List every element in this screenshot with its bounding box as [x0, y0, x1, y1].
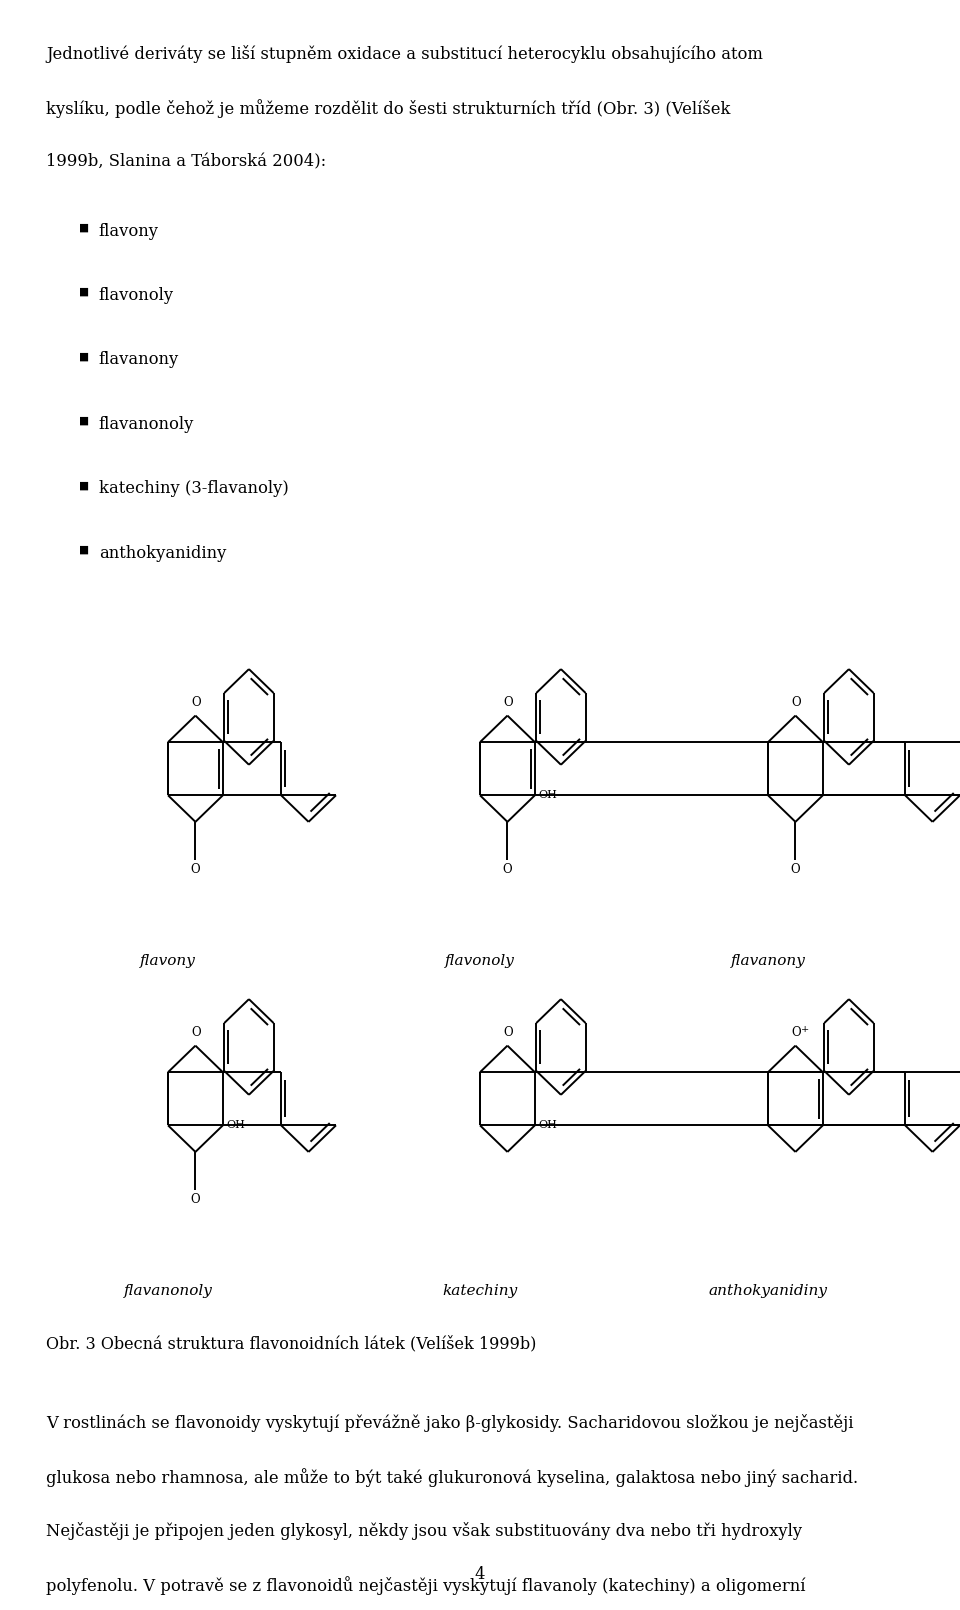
Text: Jednotlivé deriváty se liší stupněm oxidace a substitucí heterocyklu obsahujícíh: Jednotlivé deriváty se liší stupněm oxid… [46, 45, 763, 63]
Text: ■: ■ [80, 544, 89, 554]
Text: ■: ■ [80, 351, 89, 362]
Text: Nejčastěji je připojen jeden glykosyl, někdy jsou však substituovány dva nebo tř: Nejčastěji je připojen jeden glykosyl, n… [46, 1521, 803, 1539]
Text: OH: OH [539, 791, 558, 800]
Text: ■: ■ [80, 480, 89, 489]
Text: polyfenolu. V potravě se z flavonoidů nejčastěji vyskytují flavanoly (katechiny): polyfenolu. V potravě se z flavonoidů ne… [46, 1576, 805, 1596]
Text: flavonoly: flavonoly [445, 953, 515, 968]
Text: flavonoly: flavonoly [99, 287, 174, 304]
Text: 1999b, Slanina a Táborská 2004):: 1999b, Slanina a Táborská 2004): [46, 153, 326, 171]
Text: OH: OH [227, 1121, 246, 1130]
Text: O: O [791, 1026, 801, 1040]
Text: flavanonoly: flavanonoly [124, 1283, 212, 1298]
Text: OH: OH [539, 1121, 558, 1130]
Text: O: O [503, 1026, 513, 1040]
Text: O: O [191, 696, 201, 710]
Text: 4: 4 [475, 1567, 485, 1583]
Text: katechiny (3-flavanoly): katechiny (3-flavanoly) [99, 480, 289, 497]
Text: anthokyanidiny: anthokyanidiny [99, 544, 227, 562]
Text: V rostlinách se flavonoidy vyskytují převážně jako β-glykosidy. Sacharidovou slo: V rostlinách se flavonoidy vyskytují pře… [46, 1414, 853, 1431]
Text: flavony: flavony [140, 953, 196, 968]
Text: O: O [191, 1026, 201, 1040]
Text: flavanony: flavanony [99, 351, 180, 369]
Text: katechiny: katechiny [443, 1283, 517, 1298]
Text: +: + [801, 1026, 808, 1034]
Text: O: O [503, 696, 513, 710]
Text: flavanony: flavanony [731, 953, 805, 968]
Text: O: O [791, 696, 801, 710]
Text: O: O [791, 863, 801, 876]
Text: flavony: flavony [99, 222, 158, 240]
Text: O: O [191, 1193, 201, 1206]
Text: Obr. 3 Obecná struktura flavonoidních látek (Velíšek 1999b): Obr. 3 Obecná struktura flavonoidních lá… [46, 1335, 537, 1352]
Text: glukosa nebo rhamnosa, ale může to být také glukuronová kyselina, galaktosa nebo: glukosa nebo rhamnosa, ale může to být t… [46, 1468, 858, 1488]
Text: O: O [191, 863, 201, 876]
Text: ■: ■ [80, 415, 89, 427]
Text: ■: ■ [80, 287, 89, 298]
Text: kyslíku, podle čehož je můžeme rozdělit do šesti strukturních tříd (Obr. 3) (Vel: kyslíku, podle čehož je můžeme rozdělit … [46, 100, 731, 118]
Text: ■: ■ [80, 222, 89, 233]
Text: anthokyanidiny: anthokyanidiny [708, 1283, 828, 1298]
Text: flavanonoly: flavanonoly [99, 415, 194, 433]
Text: O: O [503, 863, 513, 876]
